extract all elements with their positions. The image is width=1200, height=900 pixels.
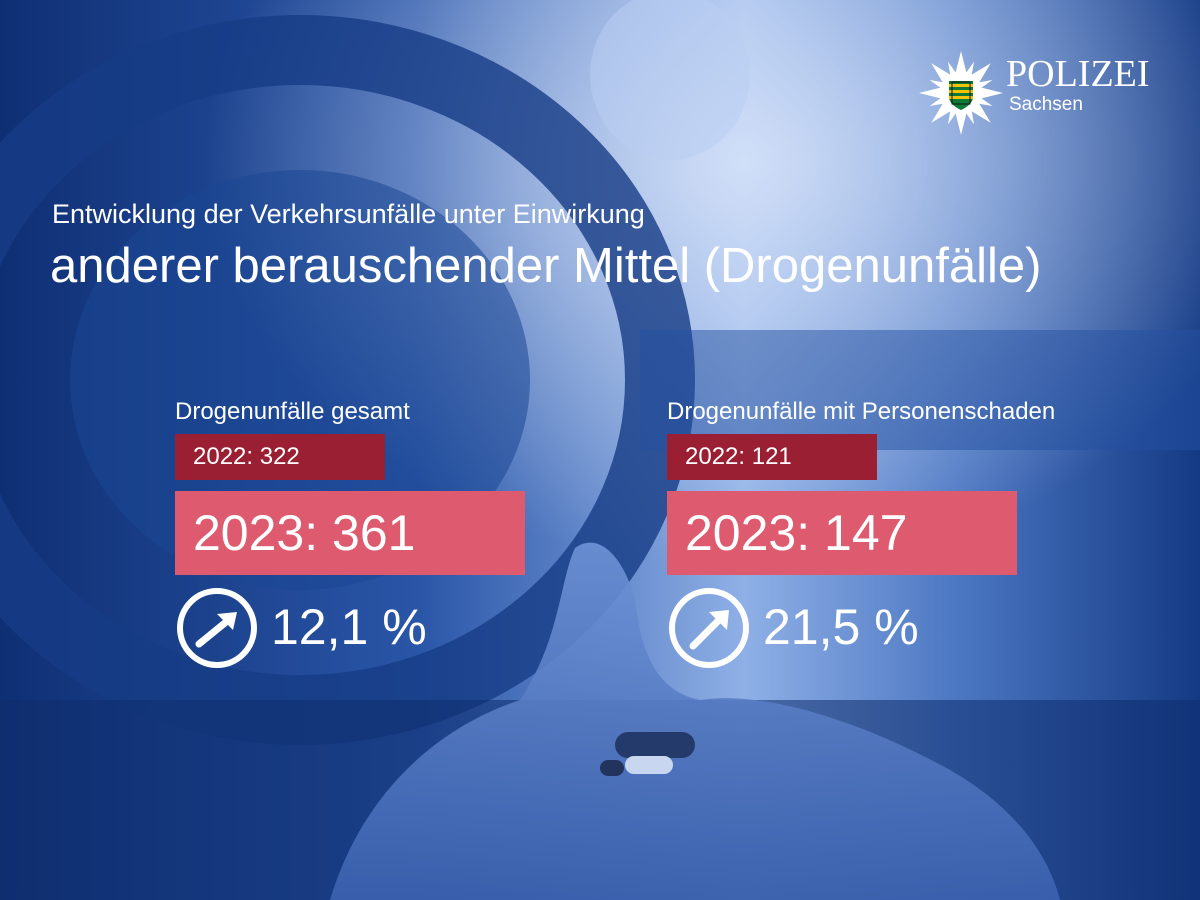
police-star-icon [919, 51, 1003, 135]
brand-name: POLIZEI [1006, 53, 1150, 95]
stat-label: Drogenunfälle gesamt [175, 398, 410, 425]
previous-year-value: 2022: 322 [175, 434, 385, 480]
trend-up-icon [669, 588, 749, 668]
page-title: anderer berauschender Mittel (Drogenunfä… [50, 239, 1042, 293]
previous-year-value: 2022: 121 [667, 434, 877, 480]
page-subtitle: Entwicklung der Verkehrsunfälle unter Ei… [52, 199, 645, 229]
current-year-value: 2023: 147 [667, 491, 1017, 575]
stat-injury: Drogenunfälle mit Personenschaden 2022: … [667, 396, 1147, 676]
police-logo: POLIZEI Sachsen [918, 50, 1158, 136]
change-percent: 21,5 % [763, 599, 919, 655]
brand-region: Sachsen [1009, 94, 1083, 115]
stat-label: Drogenunfälle mit Personenschaden [667, 398, 1056, 425]
trend-up-icon [177, 588, 257, 668]
current-year-value: 2023: 361 [175, 491, 525, 575]
change-percent: 12,1 % [271, 599, 427, 655]
stat-total: Drogenunfälle gesamt 2022: 322 2023: 361… [175, 396, 655, 676]
